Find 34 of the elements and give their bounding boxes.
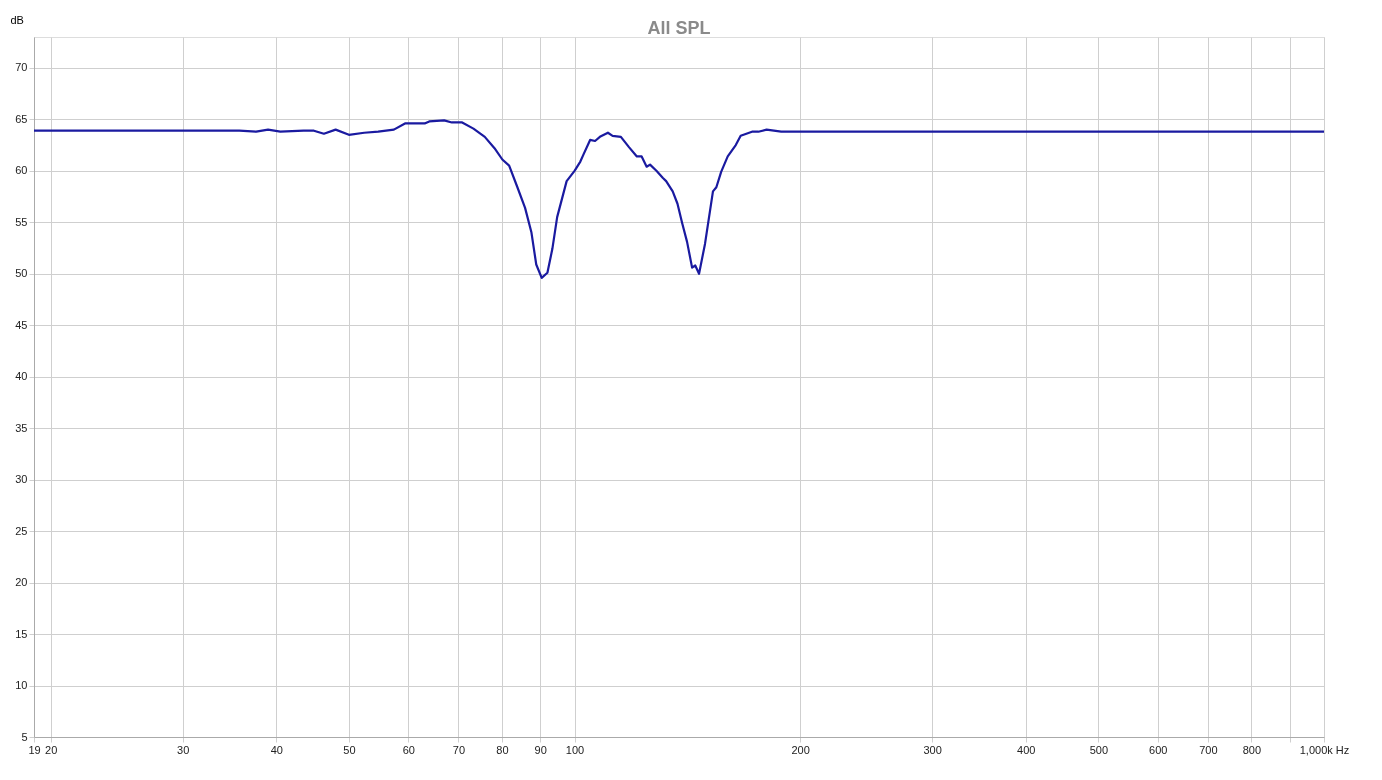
x-tick-label: 700: [1199, 743, 1218, 756]
x-tick-label: 800: [1242, 743, 1262, 756]
x-tick-label: 400: [1017, 743, 1036, 756]
y-tick-label: 60: [15, 164, 28, 177]
y-tick-label: 30: [15, 473, 28, 486]
y-tick-label: 5: [21, 730, 28, 743]
x-tick-label: 50: [343, 743, 356, 756]
x-tick-label: 300: [923, 743, 942, 756]
x-tick-label: 19: [28, 743, 41, 756]
x-tick-label: 1,000k Hz: [1299, 743, 1350, 756]
x-tick-label: 80: [496, 743, 509, 756]
y-tick-label: 45: [15, 318, 28, 331]
x-tick-label: 100: [565, 743, 585, 756]
x-tick-label: 90: [534, 743, 547, 756]
x-tick-label: 500: [1089, 743, 1109, 756]
chart-title: All SPL: [647, 18, 711, 38]
y-tick-label: 70: [15, 61, 28, 74]
y-tick-label: 10: [15, 679, 28, 692]
y-tick-label: 50: [15, 267, 28, 280]
y-tick-label: 15: [15, 627, 28, 640]
x-tick-label: 30: [177, 743, 190, 756]
y-tick-label: 55: [15, 215, 28, 228]
x-tick-label: 70: [452, 743, 466, 756]
y-tick-label: 20: [15, 576, 28, 589]
y-axis-title: dB: [10, 13, 24, 26]
x-tick-label: 20: [45, 743, 58, 756]
y-tick-label: 40: [15, 370, 28, 383]
x-tick-label: 600: [1149, 743, 1168, 756]
y-tick-label: 65: [15, 112, 28, 125]
x-tick-label: 40: [270, 743, 283, 756]
y-tick-label: 35: [15, 421, 28, 434]
x-tick-label: 60: [402, 743, 415, 756]
x-tick-label: 200: [791, 743, 810, 756]
y-tick-label: 25: [15, 524, 28, 537]
